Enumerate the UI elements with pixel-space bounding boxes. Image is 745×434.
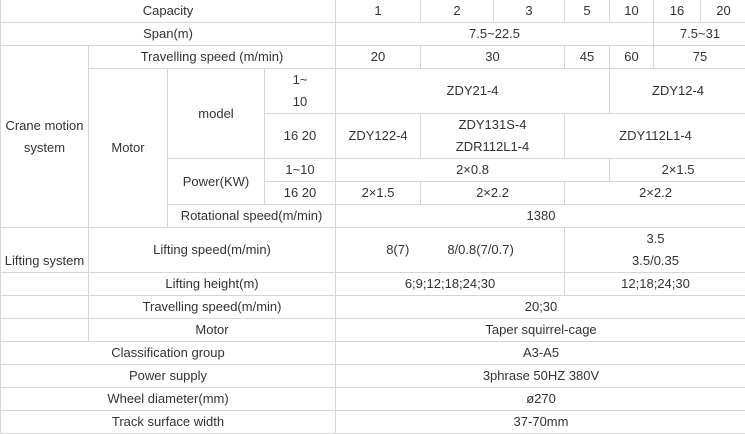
empty-cell (1, 273, 89, 296)
capacity-row: Capacity 1 2 3 5 10 16 20 (1, 0, 745, 23)
empty-cell (1, 319, 89, 342)
lifting-height-value: 12;18;24;30 (565, 273, 745, 296)
crane-travelling-row: Crane motion system Travelling speed (m/… (1, 46, 745, 69)
lifting-travelling-row: Travelling speed(m/min) 20;30 (1, 296, 745, 319)
power-supply-row: Power supply 3phrase 50HZ 380V (1, 365, 745, 388)
span-value: 7.5~31 (654, 23, 745, 46)
model-value-line: ZDY131S-4 (421, 114, 564, 136)
crane-travelling-value: 60 (610, 46, 654, 69)
span-label: Span(m) (1, 23, 336, 46)
model-label: model (168, 69, 265, 159)
lifting-speed-value: 3.5 3.5/0.35 (565, 228, 745, 273)
model-value: ZDY112L1-4 (565, 114, 745, 159)
lifting-height-row: Lifting height(m) 6;9;12;18;24;30 12;18;… (1, 273, 745, 296)
lifting-height-value: 6;9;12;18;24;30 (336, 273, 565, 296)
track-width-label: Track surface width (1, 411, 336, 434)
lifting-speed-row: Lifting system Lifting speed(m/min) 8(7)… (1, 228, 745, 273)
power-range: 16 20 (265, 182, 336, 205)
lifting-system-label: Lifting system (1, 228, 89, 273)
span-value: 7.5~22.5 (336, 23, 654, 46)
model-value-line: ZDR112L1-4 (421, 136, 564, 158)
capacity-value: 20 (701, 0, 745, 23)
model-value: ZDY12-4 (610, 69, 745, 114)
model-range: 16 20 (265, 114, 336, 159)
power-supply-value: 3phrase 50HZ 380V (336, 365, 745, 388)
track-width-row: Track surface width 37-70mm (1, 411, 745, 434)
classification-value: A3-A5 (336, 342, 745, 365)
lifting-travelling-value: 20;30 (336, 296, 745, 319)
power-value: 2×1.5 (336, 182, 421, 205)
lifting-motor-label: Motor (89, 319, 336, 342)
model-row-1: Motor model 1~ 10 ZDY21-4 ZDY12-4 (1, 69, 745, 114)
lifting-motor-value: Taper squirrel-cage (336, 319, 745, 342)
capacity-value: 1 (336, 0, 421, 23)
rotational-speed-label: Rotational speed(m/min) (168, 205, 336, 228)
lifting-height-label: Lifting height(m) (89, 273, 336, 296)
span-row: Span(m) 7.5~22.5 7.5~31 (1, 23, 745, 46)
capacity-label: Capacity (1, 0, 336, 23)
lifting-speed-line: 3.5/0.35 (565, 250, 745, 272)
lifting-motor-row: Motor Taper squirrel-cage (1, 319, 745, 342)
wheel-diameter-row: Wheel diameter(mm) ø270 (1, 388, 745, 411)
lifting-speed-value-b: 8/0.8(7/0.7) (447, 242, 514, 257)
motor-label: Motor (89, 69, 168, 228)
crane-motion-label: Crane motion system (1, 46, 89, 228)
power-value: 2×2.2 (565, 182, 745, 205)
crane-travelling-value: 75 (654, 46, 745, 69)
capacity-value: 16 (654, 0, 701, 23)
power-range: 1~10 (265, 159, 336, 182)
lifting-speed-value: 8(7) 8/0.8(7/0.7) (336, 228, 565, 273)
empty-cell (1, 296, 89, 319)
capacity-value: 10 (610, 0, 654, 23)
power-value: 2×2.2 (421, 182, 565, 205)
crane-travelling-value: 20 (336, 46, 421, 69)
crane-travelling-label: Travelling speed (m/min) (89, 46, 336, 69)
model-value: ZDY131S-4 ZDR112L1-4 (421, 114, 565, 159)
lifting-travelling-label: Travelling speed(m/min) (89, 296, 336, 319)
crane-travelling-value: 45 (565, 46, 610, 69)
model-value: ZDY122-4 (336, 114, 421, 159)
lifting-speed-value-a: 8(7) (386, 242, 409, 257)
classification-label: Classification group (1, 342, 336, 365)
model-range: 1~ 10 (265, 69, 336, 114)
power-value: 2×0.8 (336, 159, 610, 182)
wheel-diameter-value: ø270 (336, 388, 745, 411)
wheel-diameter-label: Wheel diameter(mm) (1, 388, 336, 411)
rotational-speed-value: 1380 (336, 205, 745, 228)
capacity-value: 5 (565, 0, 610, 23)
lifting-speed-label: Lifting speed(m/min) (89, 228, 336, 273)
model-value: ZDY21-4 (336, 69, 610, 114)
crane-travelling-value: 30 (421, 46, 565, 69)
power-label: Power(KW) (168, 159, 265, 205)
model-range-line: 10 (265, 91, 335, 113)
model-range-line: 1~ (265, 69, 335, 91)
track-width-value: 37-70mm (336, 411, 745, 434)
capacity-value: 2 (421, 0, 494, 23)
power-value: 2×1.5 (610, 159, 745, 182)
lifting-speed-line: 3.5 (565, 228, 745, 250)
classification-row: Classification group A3-A5 (1, 342, 745, 365)
power-supply-label: Power supply (1, 365, 336, 388)
capacity-value: 3 (494, 0, 565, 23)
